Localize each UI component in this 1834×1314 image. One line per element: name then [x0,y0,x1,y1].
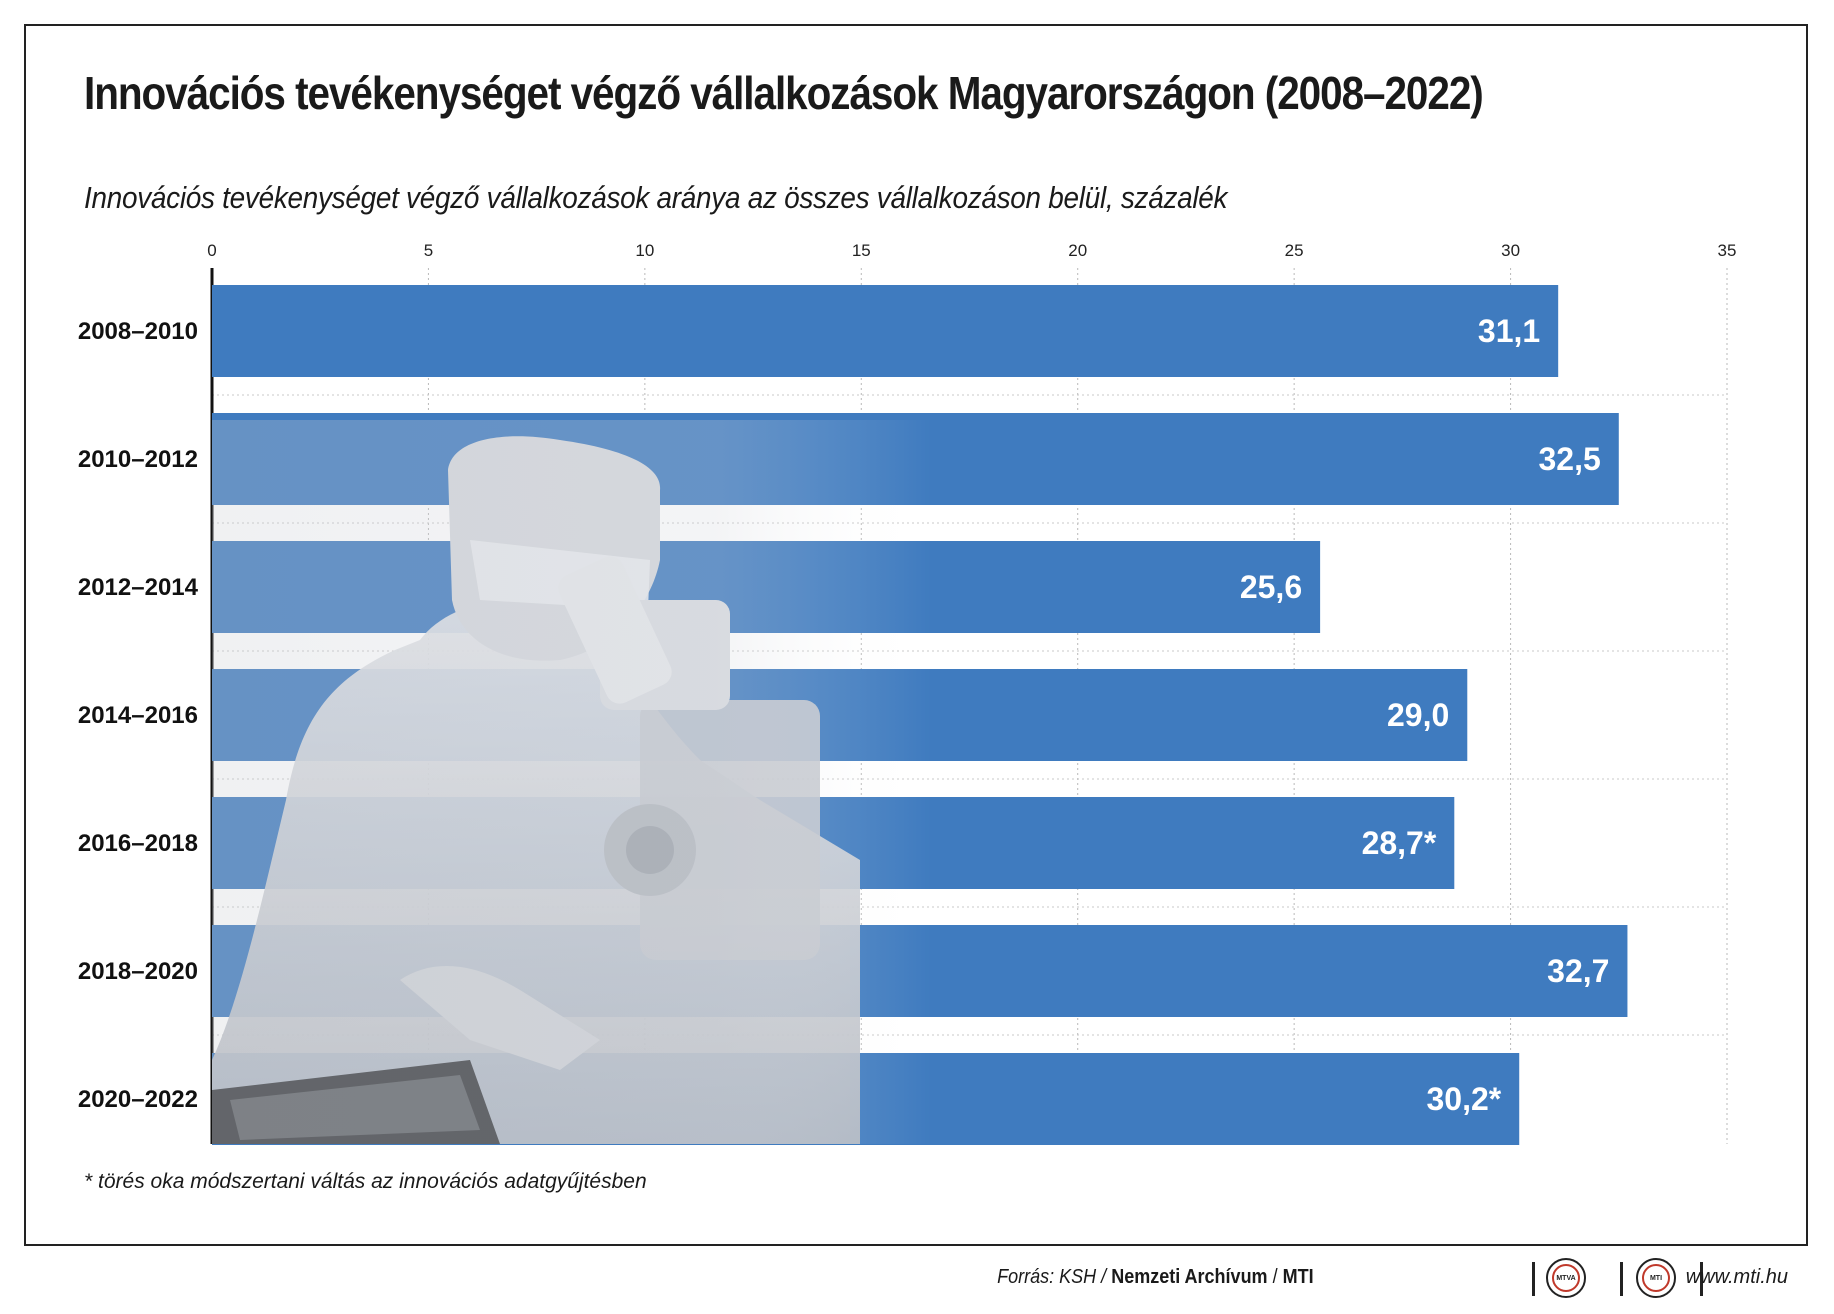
source-mti: MTI [1283,1266,1314,1288]
value-label: 28,7* [1362,825,1437,861]
x-tick-label: 5 [424,241,433,260]
bar-2008–2010 [212,285,1559,377]
value-label: 32,7 [1547,953,1609,989]
value-labels: 31,1 32,5 25,6 29,0 28,7* 32,7 30,2* [1240,313,1610,1117]
bar-chart: 0 5 10 15 20 25 30 35 2008–2010 2010–2012 2012–20… [78,241,1736,1145]
source-archive: Nemzeti Archívum [1111,1266,1268,1288]
mti-logo-text: MTI [1642,1264,1670,1292]
mtva-logo-text: MTVA [1552,1264,1580,1292]
footnote: * törés oka módszertani váltás az innová… [84,1170,647,1193]
category-label: 2008–2010 [78,318,198,345]
x-tick-label: 15 [852,241,871,260]
footer: Forrás: KSH / Nemzeti Archívum / MTI MTV… [0,1258,1834,1302]
chart-frame [24,24,1808,1246]
chart-subtitle: Innovációs tevékenységet végző vállalkoz… [84,180,1228,215]
category-label: 2012–2014 [78,574,199,601]
x-tick-label: 30 [1501,241,1520,260]
category-label: 2020–2022 [78,1086,198,1113]
source-credit: Forrás: KSH / Nemzeti Archívum / MTI [998,1266,1314,1289]
x-tick-label: 0 [207,241,216,260]
x-tick-label: 35 [1718,241,1737,260]
value-label: 32,5 [1539,441,1601,477]
category-label: 2010–2012 [78,446,198,473]
category-label: 2018–2020 [78,958,198,985]
mti-logo-icon: MTI [1636,1258,1676,1298]
mtva-logo-icon: MTVA [1546,1258,1586,1298]
footer-separator [1700,1262,1703,1296]
value-label: 29,0 [1387,697,1449,733]
category-label: 2014–2016 [78,702,198,729]
x-axis-ticks: 0 5 10 15 20 25 30 35 [207,241,1736,260]
x-tick-label: 25 [1285,241,1304,260]
category-label: 2016–2018 [78,830,198,857]
x-tick-label: 10 [635,241,654,260]
value-label: 30,2* [1426,1081,1501,1117]
footer-separator [1532,1262,1535,1296]
value-label: 31,1 [1478,313,1540,349]
researcher-microscope-photo [212,420,932,1144]
category-labels: 2008–2010 2010–2012 2012–2014 2014–2016 2016… [78,318,199,1113]
source-slash: / [1272,1266,1278,1288]
value-label: 25,6 [1240,569,1302,605]
website-url: www.mti.hu [1685,1266,1788,1288]
source-label: Forrás: KSH / [997,1266,1107,1288]
chart-title: Innovációs tevékenységet végző vállalkoz… [84,67,1484,119]
footer-separator [1620,1262,1623,1296]
x-tick-label: 20 [1068,241,1087,260]
